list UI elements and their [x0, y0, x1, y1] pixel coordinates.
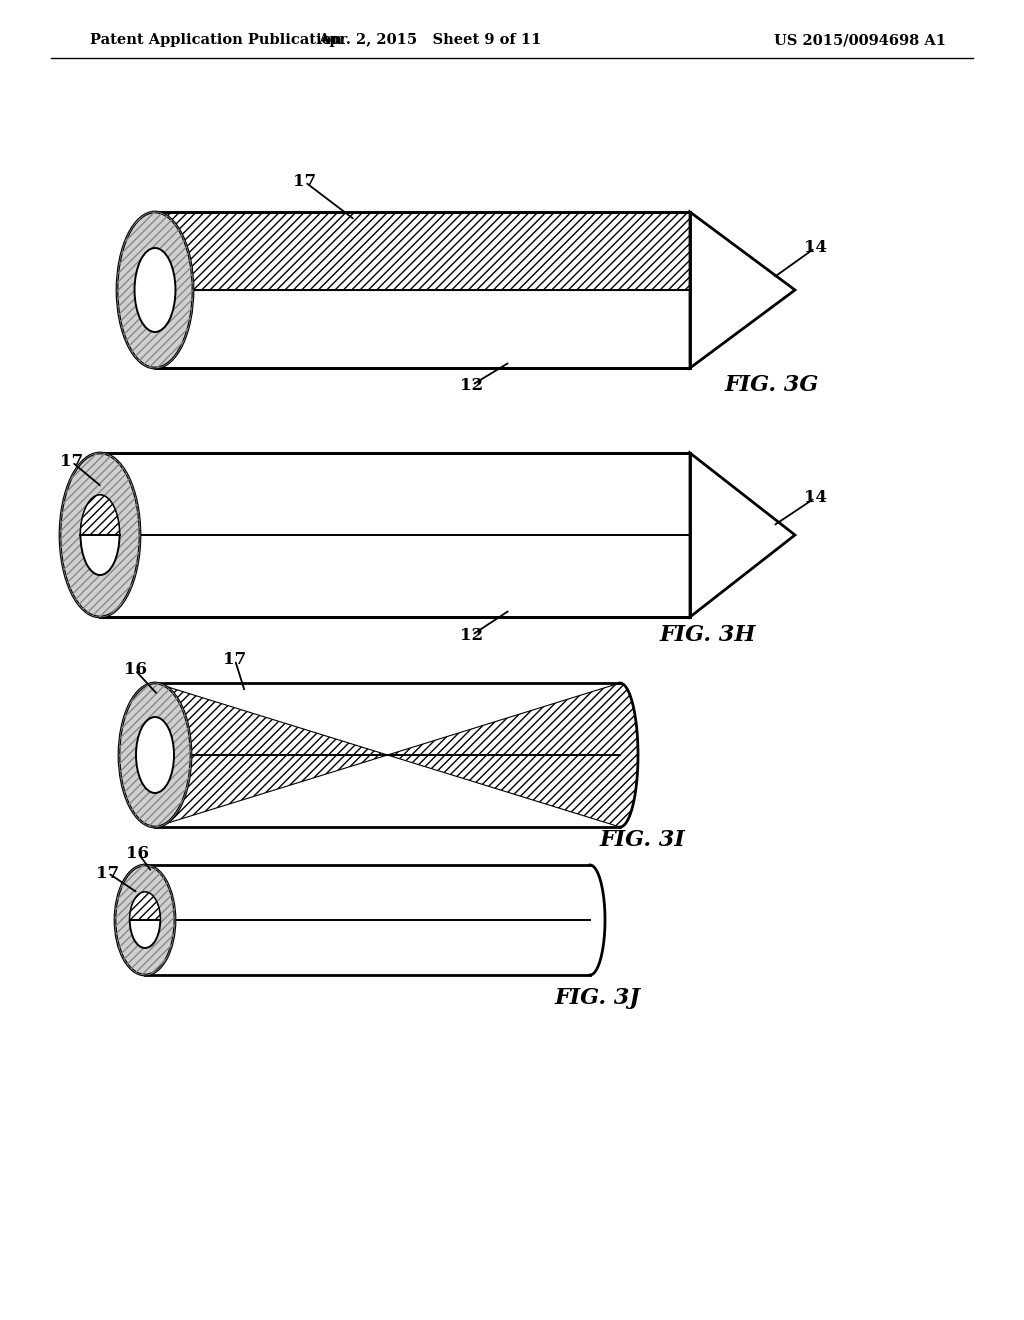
Text: FIG. 3J: FIG. 3J	[555, 987, 641, 1008]
Ellipse shape	[81, 495, 120, 576]
Ellipse shape	[134, 248, 175, 333]
Polygon shape	[690, 213, 795, 368]
Text: US 2015/0094698 A1: US 2015/0094698 A1	[774, 33, 946, 48]
Polygon shape	[155, 213, 690, 290]
Text: Apr. 2, 2015   Sheet 9 of 11: Apr. 2, 2015 Sheet 9 of 11	[318, 33, 542, 48]
Polygon shape	[155, 682, 638, 828]
Ellipse shape	[117, 213, 193, 368]
Text: 17: 17	[294, 173, 316, 190]
Text: 17: 17	[60, 454, 84, 470]
Polygon shape	[81, 495, 120, 535]
Text: 14: 14	[804, 490, 826, 507]
Polygon shape	[690, 453, 795, 616]
Text: FIG. 3H: FIG. 3H	[660, 624, 757, 645]
Ellipse shape	[60, 453, 140, 616]
Text: 14: 14	[804, 239, 826, 256]
Text: 12: 12	[461, 376, 483, 393]
Text: Patent Application Publication: Patent Application Publication	[90, 33, 342, 48]
Ellipse shape	[130, 892, 161, 948]
Text: 16: 16	[124, 661, 146, 678]
Polygon shape	[155, 213, 690, 368]
Polygon shape	[100, 453, 690, 616]
Text: FIG. 3G: FIG. 3G	[725, 374, 819, 396]
Text: FIG. 3I: FIG. 3I	[600, 829, 686, 851]
Text: 17: 17	[96, 865, 120, 882]
Polygon shape	[155, 682, 638, 828]
Text: 12: 12	[461, 627, 483, 644]
Ellipse shape	[119, 682, 191, 828]
Text: 16: 16	[127, 845, 150, 862]
Ellipse shape	[115, 865, 175, 975]
Text: 17: 17	[223, 652, 247, 668]
Polygon shape	[130, 892, 161, 920]
Ellipse shape	[136, 717, 174, 793]
Polygon shape	[145, 865, 605, 975]
